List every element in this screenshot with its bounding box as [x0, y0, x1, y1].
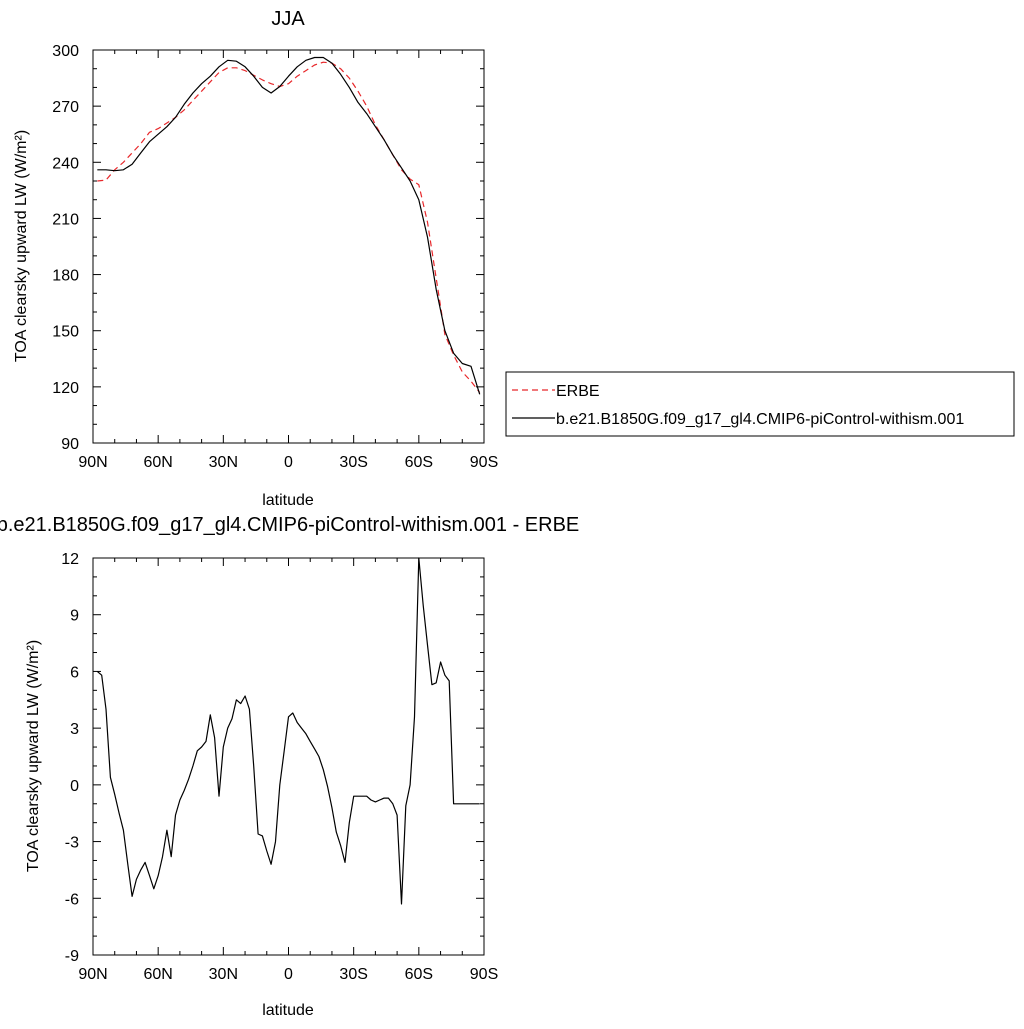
- ytick-label: 270: [52, 99, 79, 116]
- series-line-model: [97, 56, 481, 395]
- legend-box: [505, 371, 1015, 437]
- legend-label-erbe: ERBE: [556, 383, 600, 400]
- ytick-label: 0: [70, 778, 79, 795]
- panel-bottom-series: [96, 557, 480, 905]
- ytick-label: 210: [52, 211, 79, 228]
- ytick-label: -9: [65, 948, 79, 965]
- ytick-label: 3: [70, 721, 79, 738]
- ytick-label: 180: [52, 268, 79, 285]
- panel-top-series: [97, 56, 481, 395]
- ytick-label: 150: [52, 324, 79, 341]
- ytick-label: 300: [52, 43, 79, 60]
- ytick-label: 6: [70, 664, 79, 681]
- xtick-label: 60S: [405, 966, 433, 983]
- legend-label-model: b.e21.B1850G.f09_g17_gl4.CMIP6-piControl…: [556, 411, 964, 428]
- panel-bottom-ticks: [92, 557, 485, 956]
- xtick-label: 30S: [339, 966, 367, 983]
- ytick-label: 240: [52, 155, 79, 172]
- panel-bottom-title: b.e21.B1850G.f09_g17_gl4.CMIP6-piControl…: [0, 514, 579, 536]
- xtick-label: 30N: [209, 454, 238, 471]
- xtick-label: 60S: [405, 454, 433, 471]
- panel-top-title: JJA: [271, 8, 305, 30]
- xtick-label: 0: [284, 454, 293, 471]
- ytick-label: 120: [52, 380, 79, 397]
- panel-bottom-plot-frame: [92, 557, 485, 956]
- panel-top-ticks: [92, 49, 485, 444]
- xtick-label: 30N: [209, 966, 238, 983]
- series-line-difference: [96, 557, 480, 905]
- panel-bottom: b.e21.B1850G.f09_g17_gl4.CMIP6-piControl…: [0, 514, 579, 1019]
- panel-top: JJA 90 120 150 180 210 240 270 300 90N 60N 30N 0 30S…: [13, 8, 498, 509]
- panel-top-xlabel: latitude: [262, 492, 314, 509]
- ytick-label: -3: [65, 835, 79, 852]
- panel-bottom-ylabel: TOA clearsky upward LW (W/m²): [25, 640, 42, 872]
- series-line-erbe: [97, 61, 481, 393]
- xtick-label: 90N: [78, 966, 107, 983]
- xtick-label: 90S: [470, 966, 498, 983]
- xtick-label: 0: [284, 966, 293, 983]
- ytick-label: 90: [61, 436, 79, 453]
- panel-top-plot-frame: [92, 49, 485, 444]
- xtick-label: 60N: [143, 454, 172, 471]
- xtick-label: 30S: [339, 454, 367, 471]
- ytick-label: 9: [70, 608, 79, 625]
- ytick-label: -6: [65, 891, 79, 908]
- xtick-label: 90N: [78, 454, 107, 471]
- panel-top-ylabel: TOA clearsky upward LW (W/m²): [13, 130, 30, 362]
- xtick-label: 90S: [470, 454, 498, 471]
- ytick-label: 12: [61, 551, 79, 568]
- legend: ERBE b.e21.B1850G.f09_g17_gl4.CMIP6-piCo…: [505, 371, 1015, 437]
- panel-bottom-tick-labels: -9 -6 -3 0 3 6 9 12 90N 60N 30N 0 30S 60S 90S: [61, 551, 498, 983]
- xtick-label: 60N: [143, 966, 172, 983]
- panel-top-tick-labels: 90 120 150 180 210 240 270 300 90N 60N 30N 0 30S 60S 9…: [52, 43, 498, 471]
- panel-bottom-xlabel: latitude: [262, 1002, 314, 1019]
